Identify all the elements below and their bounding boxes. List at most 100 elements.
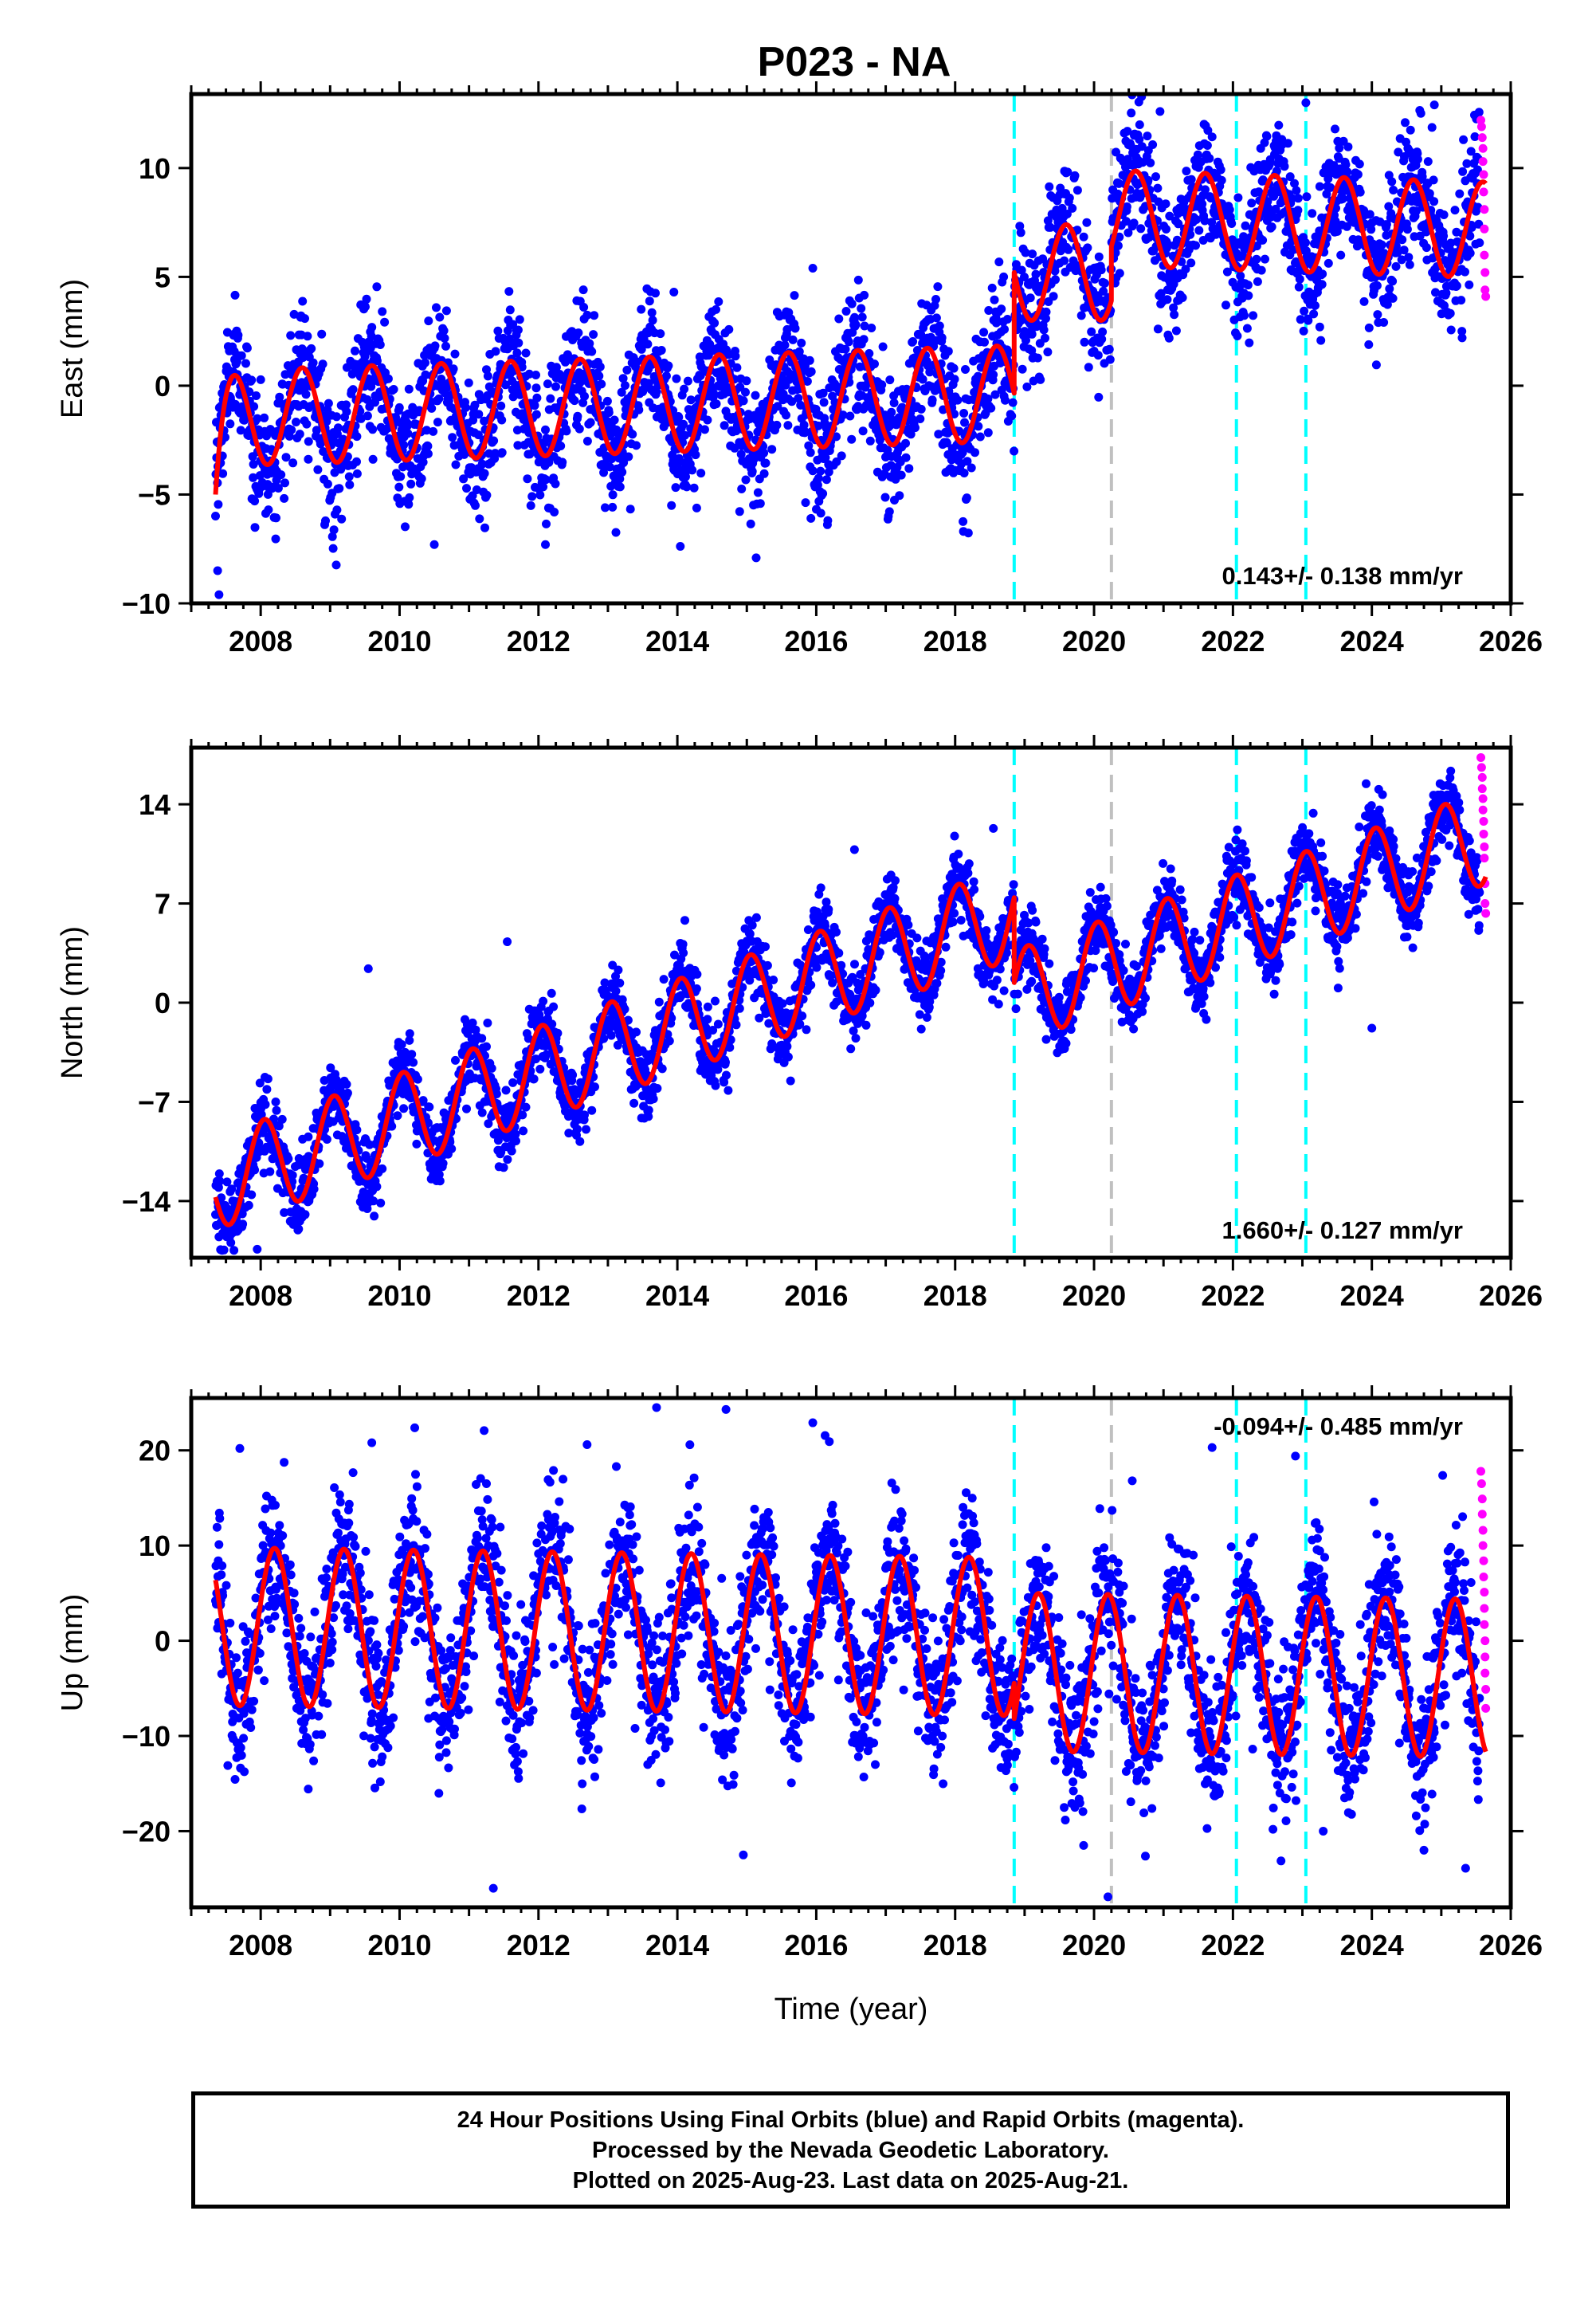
rapid-orbit-point [1478,143,1488,153]
final-orbit-point [805,355,814,365]
final-orbit-point [286,331,296,340]
rapid-orbit-point [1478,157,1488,167]
final-orbit-point [816,509,825,518]
final-orbit-point [676,542,685,551]
final-orbit-point [1170,310,1179,320]
y-axis-label: East (mm) [56,279,89,418]
final-orbit-point [1041,307,1051,316]
final-orbit-point [1243,281,1253,290]
final-orbit-point [505,305,515,315]
final-orbit-point [315,1159,324,1168]
final-orbit-point [523,474,532,484]
final-orbit-point [370,1211,379,1221]
final-orbit-point [772,420,782,430]
final-orbit-point [556,442,566,450]
final-orbit-point [1135,120,1144,129]
final-orbit-point [759,469,769,478]
final-orbit-point [1143,132,1152,141]
final-orbit-point [637,344,646,354]
final-orbit-point [806,448,815,457]
final-orbit-point [667,501,676,510]
final-orbit-point [241,359,250,368]
final-orbit-point [440,333,449,343]
final-orbit-point [582,1125,590,1134]
final-orbit-point [271,534,280,544]
final-orbit-point [1093,351,1103,360]
final-orbit-point [300,1210,310,1219]
final-orbit-point [434,394,444,403]
final-orbit-point [579,303,589,312]
final-orbit-point [1068,203,1077,213]
final-orbit-point [1000,324,1009,334]
final-orbit-point [703,1015,712,1024]
final-orbit-point [949,363,959,373]
final-orbit-point [1452,281,1461,291]
final-orbit-point [403,429,413,438]
final-orbit-point [298,296,308,306]
final-orbit-point [1315,322,1324,332]
y-tick-label: −5 [138,478,171,511]
final-orbit-point [622,365,632,375]
final-orbit-point [352,469,362,478]
final-orbit-point [570,396,579,406]
final-orbit-point [1355,187,1365,197]
final-orbit-point [688,465,697,475]
y-tick-label: 5 [155,261,171,293]
final-orbit-point [1429,100,1439,110]
final-orbit-point [721,1058,730,1067]
final-orbit-point [1105,355,1115,364]
final-orbit-point [530,401,539,410]
final-orbit-point [1151,172,1160,182]
final-orbit-point [953,395,963,405]
final-orbit-point [916,404,926,414]
final-orbit-point [737,485,747,493]
final-orbit-point [427,403,437,413]
final-orbit-point [573,411,582,421]
final-orbit-point [841,344,850,354]
final-orbit-point [684,405,693,414]
final-orbit-point [342,1079,351,1089]
final-orbit-point [703,415,712,425]
final-orbit-point [975,432,985,442]
final-orbit-point [637,304,646,314]
final-orbit-point [1205,154,1214,163]
final-orbit-point [1253,277,1262,286]
final-orbit-point [280,370,290,379]
final-orbit-point [429,540,439,549]
velocity-annotation: 0.143+/- 0.138 mm/yr [1222,562,1463,590]
final-orbit-point [312,426,321,435]
final-orbit-point [960,418,969,427]
final-orbit-point [425,1102,434,1112]
final-orbit-point [710,318,720,328]
final-orbit-point [847,299,857,308]
final-orbit-point [580,391,589,401]
final-orbit-point [1421,243,1431,253]
final-orbit-point [433,418,442,427]
final-orbit-point [230,290,240,300]
final-orbit-point [628,430,637,439]
final-orbit-point [589,330,598,340]
final-orbit-point [482,365,491,375]
final-orbit-point [501,1086,511,1095]
final-orbit-point [711,1081,720,1090]
final-orbit-point [541,425,550,434]
final-orbit-point [372,282,382,292]
x-tick-label: 2024 [1340,625,1404,658]
final-orbit-point [562,426,571,436]
final-orbit-point [1242,324,1252,333]
final-orbit-point [657,346,666,355]
final-orbit-point [654,997,664,1007]
final-orbit-point [632,441,641,450]
y-tick-label: 0 [155,370,171,403]
final-orbit-point [489,436,499,446]
final-orbit-point [367,323,377,332]
final-orbit-point [324,399,333,408]
final-orbit-point [997,304,1006,314]
final-orbit-point [889,399,899,407]
final-orbit-point [448,433,457,442]
final-orbit-point [611,528,621,537]
final-orbit-point [608,490,618,500]
final-orbit-point [1343,142,1353,151]
final-orbit-point [272,1105,281,1115]
final-orbit-point [1423,157,1433,167]
